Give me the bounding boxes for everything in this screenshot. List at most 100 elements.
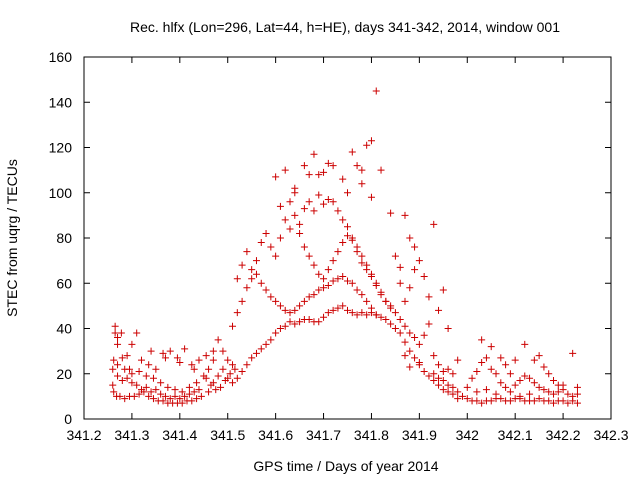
data-point xyxy=(478,399,486,407)
data-point xyxy=(296,220,304,228)
data-point xyxy=(377,313,385,321)
data-point xyxy=(564,390,572,398)
data-point xyxy=(435,306,443,314)
data-point xyxy=(391,309,399,317)
data-point xyxy=(372,311,380,319)
data-point xyxy=(420,272,428,280)
data-point xyxy=(305,293,313,301)
data-point xyxy=(334,275,342,283)
data-point xyxy=(344,306,351,314)
data-point xyxy=(415,358,423,366)
data-point xyxy=(492,390,500,398)
data-point xyxy=(320,284,328,292)
data-point xyxy=(137,386,145,394)
data-point xyxy=(109,381,117,389)
data-point xyxy=(248,275,256,283)
data-point xyxy=(164,383,172,391)
data-point xyxy=(324,196,332,204)
data-point xyxy=(334,304,342,312)
data-point xyxy=(114,372,122,380)
data-point xyxy=(188,361,196,369)
data-point xyxy=(185,390,193,398)
data-point xyxy=(128,340,136,348)
data-point xyxy=(190,365,198,373)
data-point xyxy=(511,381,519,389)
data-point xyxy=(444,381,452,389)
data-point xyxy=(353,162,361,170)
data-point xyxy=(291,320,299,328)
data-point xyxy=(252,257,260,265)
data-point xyxy=(123,352,131,360)
data-point xyxy=(396,263,404,271)
data-point xyxy=(358,291,366,299)
data-point xyxy=(573,399,581,407)
data-point xyxy=(137,356,145,364)
data-point xyxy=(190,388,198,396)
data-point xyxy=(521,372,529,380)
data-point xyxy=(315,318,323,326)
data-point xyxy=(339,272,347,280)
data-point xyxy=(353,286,361,294)
data-point xyxy=(130,392,138,400)
data-point xyxy=(444,325,452,332)
data-point xyxy=(161,392,169,400)
data-point xyxy=(324,282,332,290)
data-point xyxy=(178,388,186,396)
data-point xyxy=(310,150,318,158)
data-point xyxy=(420,331,428,339)
data-point xyxy=(262,340,270,348)
data-point xyxy=(291,306,299,314)
data-point xyxy=(339,302,347,310)
data-point xyxy=(348,148,356,156)
data-point xyxy=(147,388,155,396)
data-point xyxy=(506,370,514,378)
data-point xyxy=(573,390,581,398)
data-point xyxy=(202,352,210,360)
data-point xyxy=(224,356,232,364)
data-point xyxy=(315,171,323,179)
data-point xyxy=(219,347,227,355)
x-axis-label: GPS time / Days of year 2014 xyxy=(253,458,438,474)
data-point xyxy=(573,383,581,391)
data-point xyxy=(473,388,481,396)
data-point xyxy=(463,383,471,391)
data-point xyxy=(406,347,414,355)
y-tick-label: 40 xyxy=(56,321,72,337)
data-point xyxy=(276,234,284,242)
y-tick-label: 60 xyxy=(56,275,72,291)
data-point xyxy=(550,399,558,407)
data-point xyxy=(291,211,299,219)
data-point xyxy=(487,343,495,351)
data-point xyxy=(214,336,222,344)
data-point xyxy=(425,293,433,301)
data-point xyxy=(257,345,265,353)
data-point xyxy=(511,356,519,364)
data-point xyxy=(248,354,256,362)
data-point xyxy=(540,386,548,394)
data-point xyxy=(310,261,318,269)
data-point xyxy=(233,309,241,317)
data-point xyxy=(286,309,294,317)
data-point xyxy=(128,370,136,378)
data-point xyxy=(315,286,323,294)
x-tick-label: 342.2 xyxy=(546,427,581,443)
data-point xyxy=(193,379,201,387)
data-point xyxy=(233,374,241,382)
data-point xyxy=(226,370,234,378)
data-point xyxy=(358,166,366,174)
data-point xyxy=(117,329,125,337)
data-point xyxy=(372,87,380,95)
data-point xyxy=(233,275,241,283)
data-point xyxy=(178,399,186,407)
data-point xyxy=(286,198,294,206)
data-point xyxy=(506,388,514,396)
data-point xyxy=(463,395,471,403)
data-point xyxy=(300,162,308,170)
data-point xyxy=(142,372,150,380)
data-point xyxy=(272,297,280,305)
data-point xyxy=(344,189,351,197)
data-point xyxy=(540,363,548,371)
plot-points xyxy=(109,87,581,407)
x-tick-label: 341.2 xyxy=(66,427,101,443)
